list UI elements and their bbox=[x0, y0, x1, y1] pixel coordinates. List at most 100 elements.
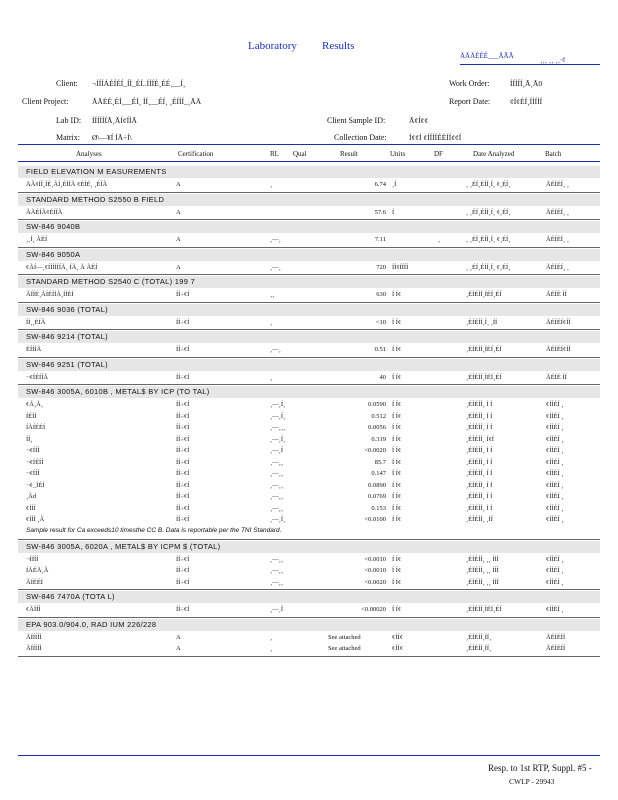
cell-analyte: ÍÉÍÍ bbox=[26, 412, 37, 420]
cell-cert: ÍÍ÷¢Í bbox=[176, 481, 190, 489]
cell-res: See attached bbox=[328, 645, 361, 652]
cell-rl: ¸ bbox=[270, 633, 273, 641]
table-row: ÉÍÍÍÃ ÍÍ÷¢Í ¸—¸ 0.51 Í Í¢ ¸ÉÍÉÍÍ¸ÍÉÍ¸ÉÍ ÃÉÍÉÍ¢… bbox=[18, 344, 600, 355]
section-header: SW-846 9214 (TOTAL) bbox=[18, 331, 600, 343]
cell-units: Í Í¢ bbox=[392, 516, 402, 523]
cell-units: Í Í¢ bbox=[392, 606, 402, 613]
cell-cert: ÍÍ÷¢Í bbox=[176, 346, 190, 353]
cell-analyte: ¬¢ÍÍÍ bbox=[26, 470, 40, 477]
cell-rl: ¸—¸¸ bbox=[270, 555, 283, 563]
cell-rl: ¸—¸¸ bbox=[270, 493, 283, 500]
section-divider bbox=[18, 274, 600, 275]
cell-res: <10 bbox=[375, 318, 386, 326]
cell-units: Í Í¢ bbox=[392, 481, 402, 489]
cell-res: <0.0010 bbox=[364, 555, 386, 563]
header-field-value: ¢Í¢ÉÍ¸ÍÍÍÍÍ bbox=[510, 97, 543, 106]
section-header: EPA 903.0/904.0, RAD IUM 226/228 bbox=[18, 618, 600, 631]
cell-cert: ÍÍ÷¢Í bbox=[176, 493, 190, 500]
table-row: ÃÍÍÍÍÍ A ¸ See attached ¢ÍÍ¢ ¸ÉÍÉÍÍ¸ÍÍ¸ ÃÉÍÉÍÍ bbox=[18, 643, 600, 654]
cell-date: ¸ÉÍÉÍÍ¸ÍÉÍ¸ÉÍ bbox=[466, 346, 502, 353]
cell-batch: ¢ÍÍÉÍ ¸ bbox=[546, 447, 564, 454]
cell-units: ÍÍ¢ÍÍÍÍ bbox=[392, 263, 409, 271]
table-row: ÃÍÍÉ¸ÃÍÉÍÍÃ¸ÍÍÉÍ ÍÍ÷¢Í ¸¸ 630 Í Í¢ ¸ÉÍÉÍÍ¸ÍÉÍ… bbox=[18, 289, 600, 300]
header-field-label: Lab ID: bbox=[56, 116, 82, 125]
cell-date: ¸ ¸ÉÍ¸ÉÍÍ¸Í¸ ¢¸ÉÍ¸ bbox=[466, 181, 511, 188]
cell-res: 0.319 bbox=[371, 435, 386, 443]
cell-batch: ¢ÍÍÉÍ ¸ bbox=[546, 424, 564, 431]
section-divider bbox=[18, 616, 600, 618]
cell-date: ¸ÉÍÉÍÍ¸ ¸ÍÍ bbox=[466, 516, 493, 523]
cell-date: ¸ÉÍÉÍÍ¸ÍÉÍ¸ÉÍ bbox=[466, 606, 502, 613]
cell-rl: ¸—¸¸¸ bbox=[270, 424, 286, 431]
cell-units: Í Í¢ bbox=[392, 567, 402, 574]
cell-rl: ¸ bbox=[270, 645, 273, 652]
cell-analyte: ¬¢ÍÉÍÍÃ bbox=[26, 373, 49, 381]
table-row: ÍÍ¸¸ÉÍÃ ÍÍ÷¢Í ¸ <10 Í Í¢ ¸ÉÍÉÍÍ¸Í¸ ¸ÍÍ ÃÉÍÉÍ¢Í… bbox=[18, 317, 600, 328]
cell-rl: ¸—¸Í¸ bbox=[270, 516, 286, 523]
cell-date: ¸ÉÍÉÍÍ¸ Í Í bbox=[466, 504, 493, 512]
cell-batch: ÃÉÍÉ ÍÍ bbox=[546, 291, 567, 298]
cell-cert: ÍÍ÷¢Í bbox=[176, 567, 190, 574]
cell-rl: ¸—¸ bbox=[270, 263, 281, 271]
cell-batch: ÃÉÍÉÍÍ bbox=[546, 645, 566, 652]
cell-date: ¸ÉÍÉÍÍ¸ÍÉÍ¸ÉÍ bbox=[466, 373, 502, 381]
cell-res: 57.6 bbox=[374, 208, 386, 216]
cell-date: ¸ÉÍÉÍÍ¸ Í Í bbox=[466, 481, 493, 489]
report-title-left: Laboratory bbox=[248, 40, 297, 52]
table-row: ¬ÍÍÍÍ ÍÍ÷¢Í ¸—¸¸ <0.0010 Í Í¢ ¸ÉÍÉÍÍ¸ ¸¸ ÍÍÍ ¢… bbox=[18, 554, 600, 565]
cell-analyte: ¬¢ÍÍÍ bbox=[26, 447, 40, 454]
cell-date: ¸ÉÍÉÍÍ¸ ¸¸ ÍÍÍ bbox=[466, 567, 499, 574]
column-header: Batch bbox=[545, 150, 562, 158]
cell-analyte: ÄÃ¢ÍÍ¸ÍÉ¸ÃÍ¸ÉÍÍÃ ¢ÉÍÉ¸ ¸ÉÍÃ bbox=[26, 181, 108, 188]
cell-res: 630 bbox=[376, 291, 386, 298]
cell-cert: A bbox=[176, 236, 181, 243]
cell-cert: ÍÍ÷¢Í bbox=[176, 458, 190, 466]
cell-analyte: ÍÍ¸ bbox=[26, 435, 33, 443]
header-field-label: Client Sample ID: bbox=[327, 116, 386, 125]
cell-analyte: ÍÃÉÃ¸Ã bbox=[26, 567, 49, 574]
cell-units: Í Í¢ bbox=[392, 318, 402, 326]
header-field-value: Ø\—¥Í ÍÃ÷Í\ bbox=[92, 133, 132, 142]
cell-cert: A bbox=[176, 181, 181, 188]
cell-rl: ¸—¸¸ bbox=[270, 578, 283, 586]
cell-rl: ¸ bbox=[270, 181, 273, 188]
cell-batch: ¢ÍÍÉÍ ¸ bbox=[546, 493, 564, 500]
table-row: ¸¸Í¸ ÃÉÍ A ¸—¸ 7.11 ¸ ¸ ¸ÉÍ¸ÉÍÍ¸Í¸ ¢¸ÉÍ¸ ÃÉÍÉÍ… bbox=[18, 234, 600, 245]
table-row: ÍÍ¸ ÍÍ÷¢Í ¸—¸Í¸ 0.319 Í Í¢ ¸ÉÍÉÍÍ¸ Í¢Í ¢ÍÍÉÍ ¸ bbox=[18, 434, 600, 445]
table-row: ÃÍÉÉÍ ÍÍ÷¢Í ¸—¸¸ <0.0020 Í Í¢ ¸ÉÍÉÍÍ¸ ¸¸ ÍÍÍ ¢… bbox=[18, 577, 600, 588]
cell-batch: ¢ÍÍÉÍ ¸ bbox=[546, 504, 564, 512]
header-field-label: Collection Date: bbox=[334, 133, 387, 142]
header-field-value: Ã¢Í¢¢ bbox=[409, 116, 429, 125]
cell-rl: ¸—¸¸ bbox=[270, 504, 283, 512]
cell-date: ¸ÉÍÉÍÍ¸ Í Í bbox=[466, 401, 493, 408]
cell-res: 0.0056 bbox=[368, 424, 386, 431]
cell-units: Í Í¢ bbox=[392, 412, 402, 420]
table-row: ¸Ãd ÍÍ÷¢Í ¸—¸¸ 0.0769 Í Í¢ ¸ÉÍÉÍÍ¸ Í Í ¢ÍÍÉÍ ¸ bbox=[18, 491, 600, 502]
table-row: ÍÃÉÃ¸Ã ÍÍ÷¢Í ¸—¸¸ <0.0010 Í Í¢ ¸ÉÍÉÍÍ¸ ¸¸ ÍÍÍ… bbox=[18, 565, 600, 576]
column-header: Analyses bbox=[76, 150, 102, 158]
cell-units: Í Í¢ bbox=[392, 447, 402, 454]
section-header: SW-846 9251 (TOTAL) bbox=[18, 358, 600, 371]
cell-res: <0.0010 bbox=[364, 567, 386, 574]
cell-batch: ÃÉÍÉ ÍÍ bbox=[546, 373, 567, 381]
cell-units: ¢ÍÍ¢ bbox=[392, 645, 403, 652]
top-right-code: ÄÄÄÉÉÉ___ÄÃÃ bbox=[460, 52, 514, 60]
cell-date: ¸ÉÍÉÍÍ¸ Í Í bbox=[466, 493, 493, 500]
section-divider bbox=[18, 301, 600, 303]
table-row: ¢ÃÍÍÍ ÍÍ÷¢Í ¸—¸Í <0.00020 Í Í¢ ¸ÉÍÉÍÍ¸ÍÉÍ¸ÉÍ ¢… bbox=[18, 604, 600, 615]
section-divider bbox=[18, 384, 600, 385]
cell-analyte: ¢ÍÍÍ ¸Ã bbox=[26, 516, 45, 523]
cell-units: Í Í¢ bbox=[392, 470, 402, 477]
table-row: ¢ÃÍ—¸¢ÍÍÍÍÍÍÃ¸ ÍÃ¸ Ã ÃÉÍ A ¸—¸ 720 ÍÍ¢ÍÍÍÍ ¸ … bbox=[18, 262, 600, 273]
cell-date: ¸ÉÍÉÍÍ¸ Í Í bbox=[466, 447, 493, 454]
cell-date: ¸ÉÍÉÍÍ¸ÍÍ¸ bbox=[466, 645, 492, 652]
cell-units: Í Í¢ bbox=[392, 435, 402, 443]
section-header: SW-846 9040B bbox=[18, 221, 600, 233]
cell-cert: ÍÍ÷¢Í bbox=[176, 435, 190, 443]
cell-res: 7.11 bbox=[374, 236, 386, 243]
cell-analyte: ÍÍ¸¸ÉÍÃ bbox=[26, 318, 46, 326]
cell-batch: ÃÉÍÉÍ¸ ¸ bbox=[546, 263, 569, 271]
cell-analyte: ¸Ãd bbox=[26, 493, 37, 500]
cell-batch: ¢ÍÍÉÍ ¸ bbox=[546, 435, 564, 443]
cell-analyte: ¢Ã¸Ã¸ bbox=[26, 401, 43, 408]
